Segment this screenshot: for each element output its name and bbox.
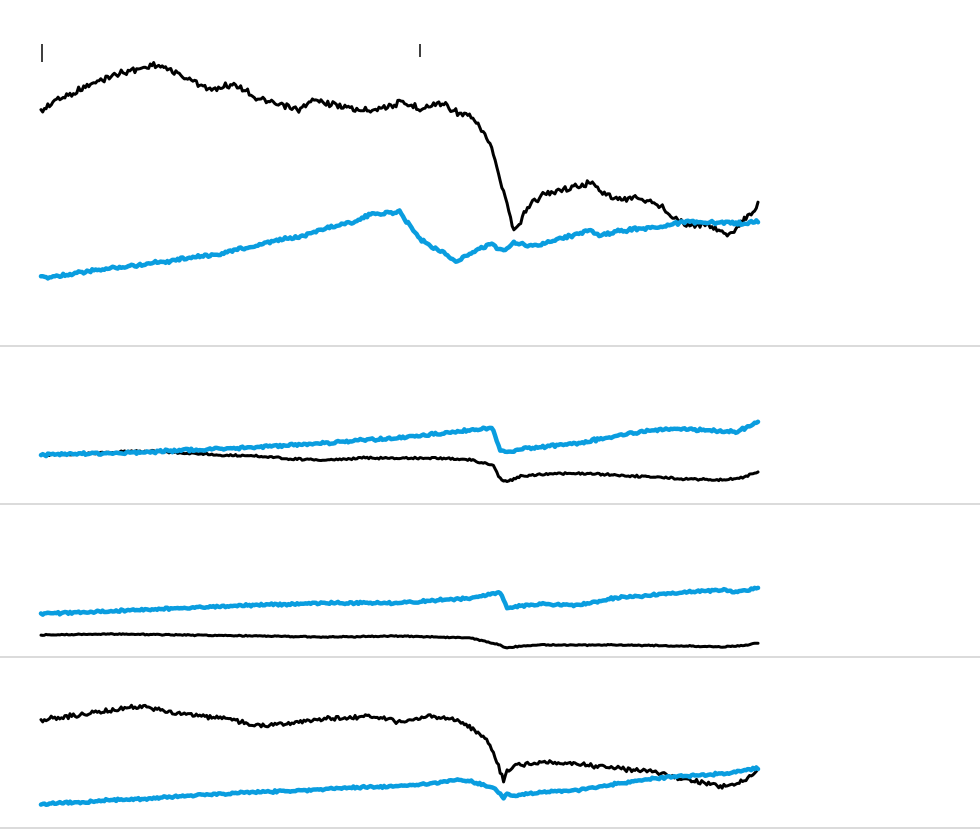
panel-3-black-series-line <box>39 632 760 650</box>
panel-1-blue-series-line <box>38 208 761 281</box>
panel-4-blue-series-line <box>38 765 761 808</box>
panel-2-blue-series-line <box>38 419 761 459</box>
panel-1-black-series-line <box>39 61 760 238</box>
panel-2-black-series-line <box>39 448 760 483</box>
panel-3-blue-series-line <box>38 585 761 617</box>
panel-4-black-series-line <box>39 703 760 790</box>
panel-separators <box>0 345 980 829</box>
series-layer <box>38 61 761 808</box>
top-ticks <box>41 44 421 62</box>
